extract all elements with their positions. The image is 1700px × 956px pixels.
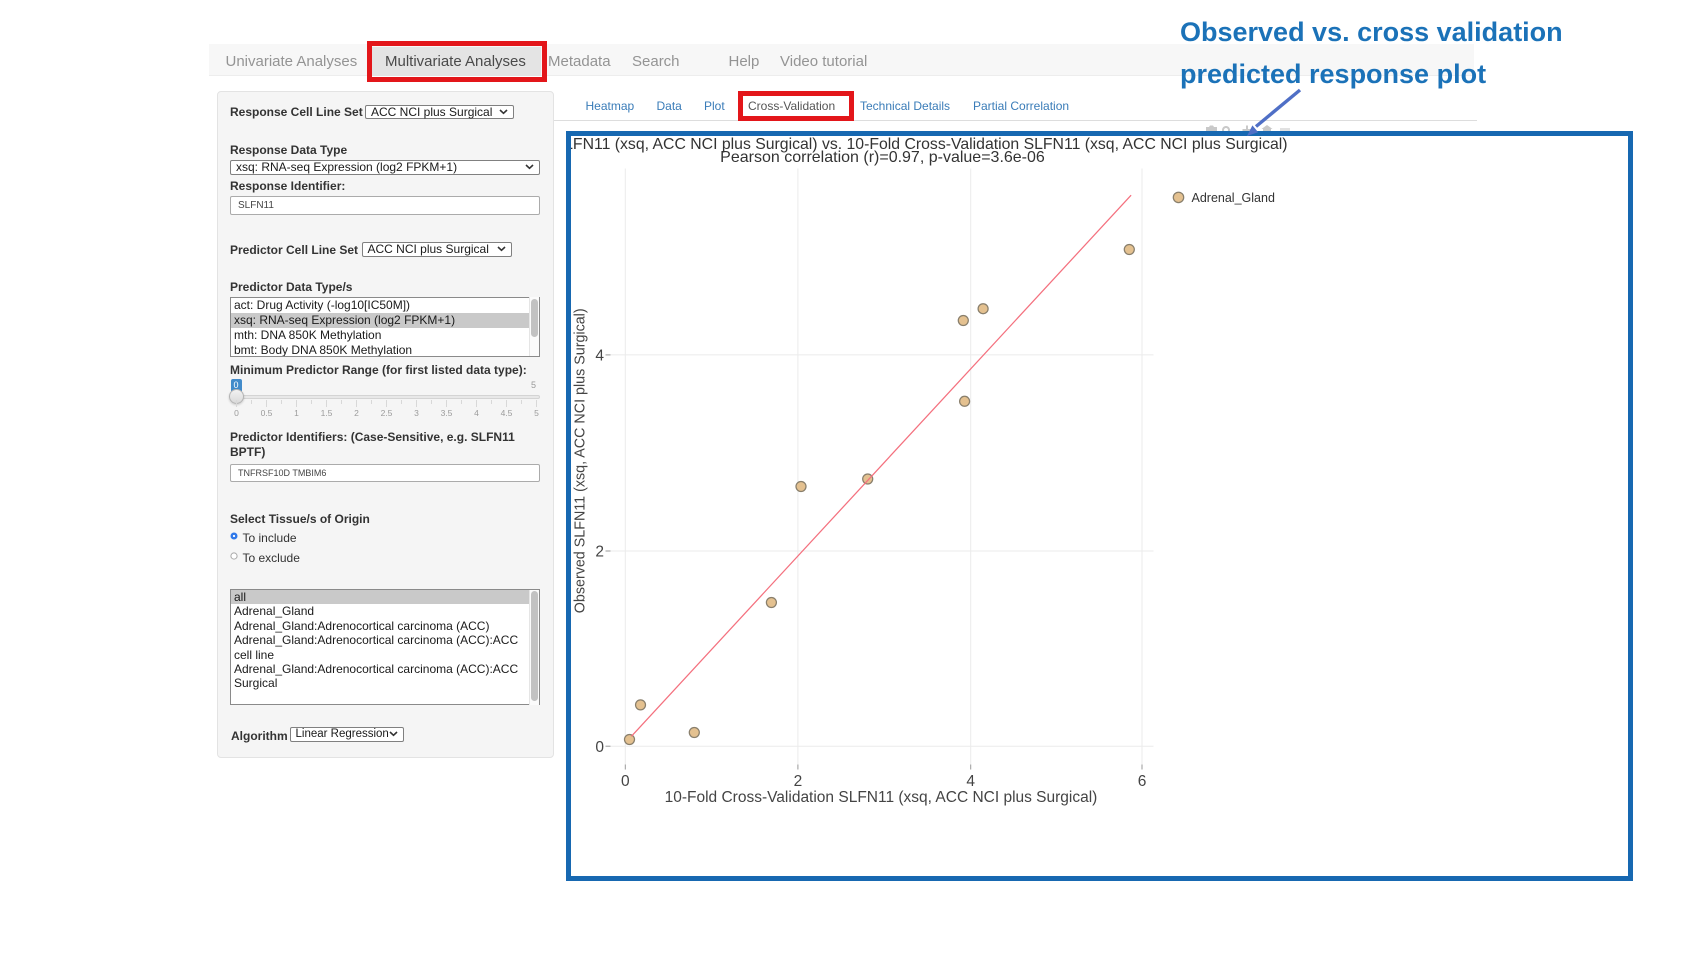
svg-text:0: 0 xyxy=(595,738,604,755)
svg-text:6: 6 xyxy=(1137,773,1146,790)
svg-text:0: 0 xyxy=(234,408,239,418)
svg-text:3: 3 xyxy=(414,408,419,418)
svg-text:2: 2 xyxy=(595,543,604,560)
svg-text:3.5: 3.5 xyxy=(441,408,453,418)
svg-text:4: 4 xyxy=(595,347,604,364)
svg-text:2: 2 xyxy=(793,773,802,790)
svg-text:4: 4 xyxy=(966,773,975,790)
svg-text:2.5: 2.5 xyxy=(381,408,393,418)
svg-text:4.5: 4.5 xyxy=(501,408,513,418)
svg-text:1.5: 1.5 xyxy=(321,408,333,418)
svg-text:0.5: 0.5 xyxy=(261,408,273,418)
svg-text:1: 1 xyxy=(294,408,299,418)
svg-text:Adrenal_Gland: Adrenal_Gland xyxy=(1191,191,1274,205)
svg-text:0: 0 xyxy=(620,773,629,790)
svg-text:2: 2 xyxy=(354,408,359,418)
svg-text:Observed SLFN11 (xsq, ACC NCI: Observed SLFN11 (xsq, ACC NCI plus Surgi… xyxy=(572,308,588,613)
svg-text:4: 4 xyxy=(474,408,479,418)
svg-text:5: 5 xyxy=(534,408,539,418)
svg-text:SLFN11 (xsq, ACC NCI plus Surg: SLFN11 (xsq, ACC NCI plus Surgical) vs. … xyxy=(571,136,1288,153)
svg-text:Pearson correlation (r)=0.97,: Pearson correlation (r)=0.97, p-value=3.… xyxy=(720,149,1045,166)
svg-text:10-Fold Cross-Validation SLFN1: 10-Fold Cross-Validation SLFN11 (xsq, AC… xyxy=(664,789,1097,806)
